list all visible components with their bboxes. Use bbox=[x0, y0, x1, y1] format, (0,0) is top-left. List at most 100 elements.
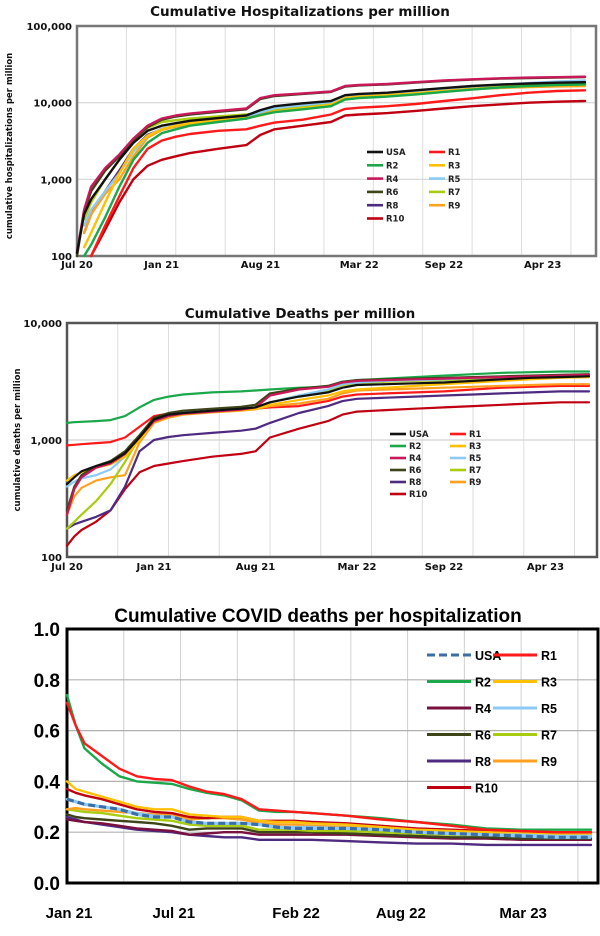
legend-item-r8: R8 bbox=[367, 201, 399, 211]
legend-label: R8 bbox=[386, 201, 399, 211]
legend-item-r4: R4 bbox=[367, 175, 399, 185]
series-line-r8 bbox=[65, 815, 593, 847]
legend-item-r3: R3 bbox=[429, 162, 461, 172]
chart-title: Cumulative Hospitalizations per million bbox=[150, 4, 450, 20]
legend-label: R8 bbox=[475, 755, 491, 769]
series-line-r1 bbox=[89, 89, 587, 258]
series-line-usa bbox=[65, 375, 591, 486]
legend-label: R3 bbox=[469, 442, 482, 452]
legend-label: R6 bbox=[475, 729, 491, 743]
legend-label: R5 bbox=[469, 454, 482, 464]
y-tick-label: 100,000 bbox=[26, 22, 72, 33]
legend-label: R1 bbox=[469, 430, 482, 440]
series-line-r9 bbox=[82, 84, 587, 235]
hospitalizations-chart: Cumulative Hospitalizations per million … bbox=[5, 4, 598, 271]
legend-label: R2 bbox=[386, 162, 399, 172]
x-tick-label: Jul 20 bbox=[50, 562, 83, 573]
x-tick-label: Mar 22 bbox=[340, 260, 379, 271]
legend-label: USA bbox=[409, 430, 429, 440]
legend-item-r8: R8 bbox=[427, 755, 491, 769]
series-line-r2 bbox=[65, 370, 591, 424]
y-axis-label: cumulative hospitalizations per million bbox=[5, 53, 15, 239]
deaths-per-hospitalization-chart: Cumulative COVID deaths per hospitalizat… bbox=[34, 606, 600, 922]
legend-label: R9 bbox=[448, 201, 461, 211]
x-tick-label: Jul 20 bbox=[60, 260, 93, 271]
x-tick-label: Sep 22 bbox=[425, 562, 464, 573]
legend-label: R10 bbox=[475, 782, 498, 796]
y-tick-label: 0.6 bbox=[34, 722, 60, 743]
legend-item-r4: R4 bbox=[427, 702, 491, 716]
legend-label: R8 bbox=[409, 478, 422, 488]
y-tick-label: 0.4 bbox=[34, 772, 61, 793]
legend-label: R4 bbox=[386, 175, 399, 185]
deaths-chart: Cumulative Deaths per million cumulative… bbox=[13, 306, 599, 573]
plot-frame bbox=[65, 321, 599, 559]
legend-item-r10: R10 bbox=[367, 215, 404, 225]
legend-item-r6: R6 bbox=[367, 188, 399, 198]
legend-label: R9 bbox=[469, 478, 482, 488]
series-line-r8 bbox=[82, 82, 587, 235]
legend-item-r1: R1 bbox=[493, 649, 557, 663]
legend-label: R4 bbox=[475, 702, 491, 716]
legend-label: R6 bbox=[386, 188, 399, 198]
legend-item-r9: R9 bbox=[429, 201, 461, 211]
y-tick-label: 1,000 bbox=[30, 436, 62, 447]
legend-item-r9: R9 bbox=[450, 478, 482, 488]
series-line-r3 bbox=[65, 780, 593, 836]
series-line-r4 bbox=[75, 75, 587, 254]
y-tick-label: 100 bbox=[51, 252, 72, 263]
series-line-r3 bbox=[82, 83, 587, 249]
series-line-r1 bbox=[65, 701, 593, 834]
legend-item-r1: R1 bbox=[450, 430, 482, 440]
series-line-r4 bbox=[65, 818, 593, 841]
legend-label: R4 bbox=[409, 454, 422, 464]
series-line-r2 bbox=[82, 83, 587, 258]
legend-item-usa: USA bbox=[367, 148, 406, 158]
legend-item-r8: R8 bbox=[390, 478, 422, 488]
legend-label: R10 bbox=[386, 215, 404, 225]
legend-item-r3: R3 bbox=[450, 442, 482, 452]
y-axis-label: cumulative deaths per million bbox=[13, 368, 23, 511]
legend-label: R6 bbox=[409, 466, 422, 476]
legend-item-usa: USA bbox=[390, 430, 429, 440]
legend-item-r5: R5 bbox=[429, 175, 461, 185]
x-tick-label: Feb 22 bbox=[272, 905, 320, 922]
x-tick-label: Mar 22 bbox=[337, 562, 376, 573]
y-tick-label: 0.2 bbox=[34, 823, 60, 844]
legend-label: R2 bbox=[409, 442, 422, 452]
legend-label: R1 bbox=[448, 148, 461, 158]
x-tick-label: Jan 21 bbox=[46, 905, 93, 922]
legend-item-r7: R7 bbox=[429, 188, 461, 198]
legend-item-r7: R7 bbox=[450, 466, 482, 476]
legend-label: R3 bbox=[541, 676, 557, 690]
legend-label: R1 bbox=[541, 649, 557, 663]
legend-label: USA bbox=[475, 649, 501, 663]
series-line-usa bbox=[66, 797, 591, 839]
legend-label: R5 bbox=[448, 175, 461, 185]
series-line-r4 bbox=[65, 373, 591, 516]
x-tick-label: Sep 22 bbox=[425, 260, 464, 271]
legend-item-usa: USA bbox=[427, 649, 501, 663]
x-tick-label: Aug 21 bbox=[236, 562, 275, 573]
series-line-r8 bbox=[65, 390, 591, 530]
x-tick-label: Jan 21 bbox=[136, 562, 172, 573]
x-tick-label: Jul 21 bbox=[153, 905, 196, 922]
legend-item-r10: R10 bbox=[427, 782, 498, 796]
legend-item-r7: R7 bbox=[493, 729, 557, 743]
chart-title: Cumulative COVID deaths per hospitalizat… bbox=[114, 606, 522, 627]
legend-label: R7 bbox=[469, 466, 482, 476]
legend-label: R9 bbox=[541, 755, 557, 769]
y-tick-label: 0.0 bbox=[34, 874, 60, 895]
y-tick-label: 10,000 bbox=[23, 319, 62, 330]
legend-item-r9: R9 bbox=[493, 755, 557, 769]
legend-label: USA bbox=[386, 148, 406, 158]
x-tick-label: Apr 23 bbox=[527, 562, 564, 573]
series-line-r6 bbox=[65, 813, 593, 840]
plot-frame bbox=[75, 24, 598, 258]
legend-label: R2 bbox=[475, 676, 491, 690]
x-tick-label: Apr 23 bbox=[524, 260, 561, 271]
series-line-r10 bbox=[89, 99, 587, 258]
legend-label: R10 bbox=[409, 490, 427, 500]
plot-frame bbox=[65, 627, 600, 885]
legend-label: R7 bbox=[541, 729, 557, 743]
